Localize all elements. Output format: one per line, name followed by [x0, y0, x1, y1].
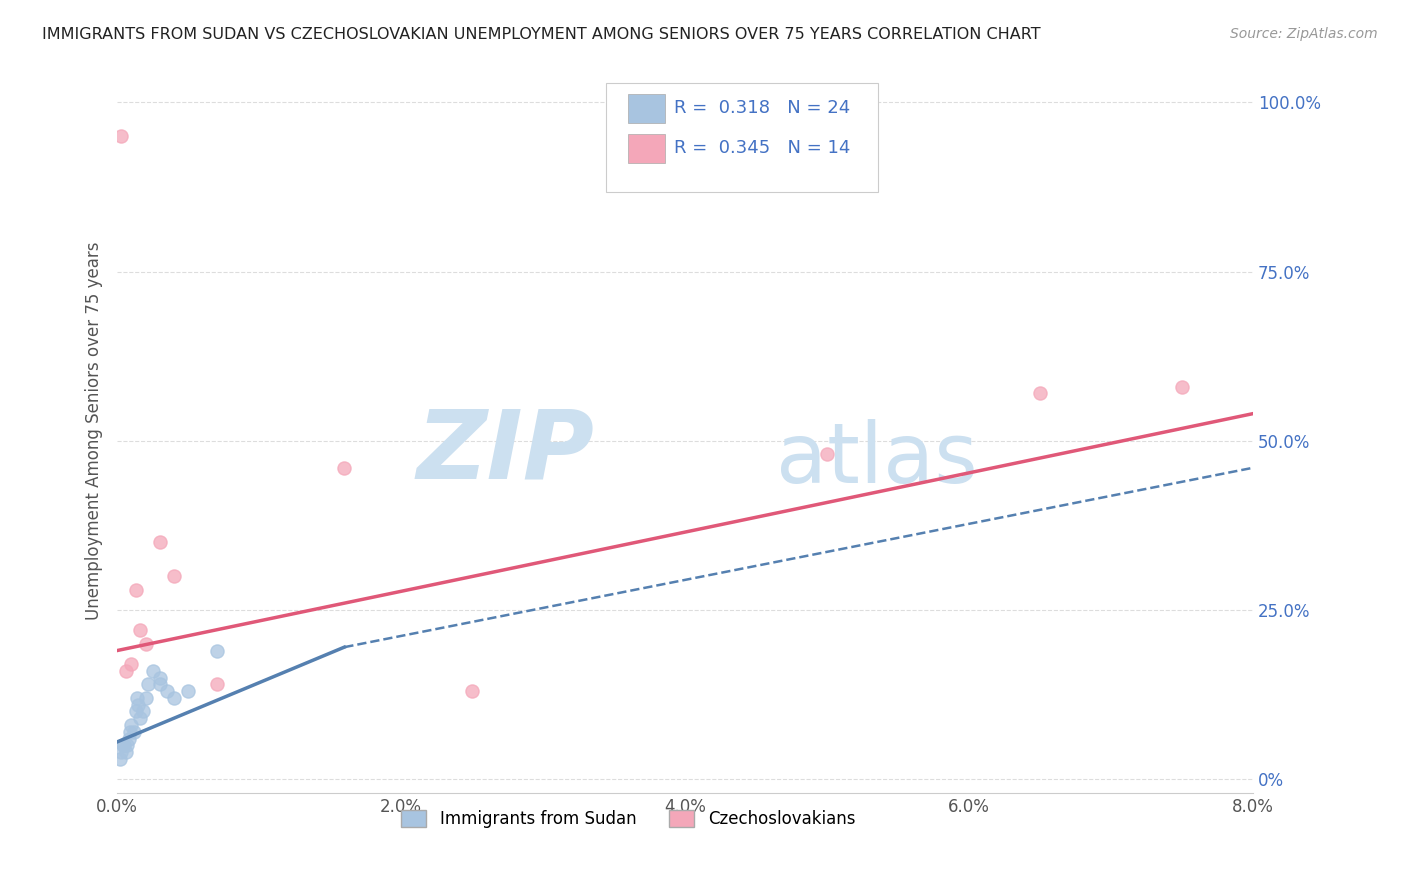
Point: [142, 664, 165, 678]
Point: [110, 745, 132, 759]
Point: [135, 690, 157, 705]
Point: [125, 690, 148, 705]
Point: [129, 711, 152, 725]
Point: [122, 724, 145, 739]
Point: [108, 752, 131, 766]
Point: [205, 677, 228, 691]
Point: [135, 637, 157, 651]
Point: [118, 724, 141, 739]
Text: Source: ZipAtlas.com: Source: ZipAtlas.com: [1230, 27, 1378, 41]
Text: IMMIGRANTS FROM SUDAN VS CZECHOSLOVAKIAN UNEMPLOYMENT AMONG SENIORS OVER 75 YEAR: IMMIGRANTS FROM SUDAN VS CZECHOSLOVAKIAN…: [42, 27, 1040, 42]
Point: [115, 739, 138, 753]
Point: [177, 684, 200, 698]
Point: [138, 677, 160, 691]
Point: [112, 739, 135, 753]
Point: [461, 684, 484, 698]
Point: [117, 731, 139, 746]
FancyBboxPatch shape: [628, 134, 665, 162]
Text: atlas: atlas: [776, 419, 977, 500]
Point: [205, 643, 228, 657]
FancyBboxPatch shape: [606, 83, 879, 192]
Point: [124, 582, 146, 597]
Point: [127, 698, 149, 712]
Point: [132, 705, 155, 719]
Y-axis label: Unemployment Among Seniors over 75 years: Unemployment Among Seniors over 75 years: [86, 242, 103, 620]
Point: [333, 460, 356, 475]
Text: R =  0.345   N = 14: R = 0.345 N = 14: [673, 139, 851, 157]
Legend: Immigrants from Sudan, Czechoslovakians: Immigrants from Sudan, Czechoslovakians: [395, 804, 862, 835]
Point: [163, 569, 186, 583]
Point: [1171, 379, 1194, 393]
Text: R =  0.318   N = 24: R = 0.318 N = 24: [673, 99, 849, 118]
Text: ZIP: ZIP: [416, 406, 595, 499]
Point: [1029, 386, 1052, 401]
FancyBboxPatch shape: [628, 94, 665, 123]
Point: [124, 705, 146, 719]
Point: [815, 447, 838, 461]
Point: [114, 745, 136, 759]
Point: [149, 671, 172, 685]
Point: [149, 535, 172, 549]
Point: [111, 739, 134, 753]
Point: [110, 129, 132, 144]
Point: [163, 690, 186, 705]
Point: [114, 664, 136, 678]
Point: [120, 718, 142, 732]
Point: [120, 657, 142, 671]
Point: [149, 677, 172, 691]
Point: [129, 624, 152, 638]
Point: [156, 684, 179, 698]
